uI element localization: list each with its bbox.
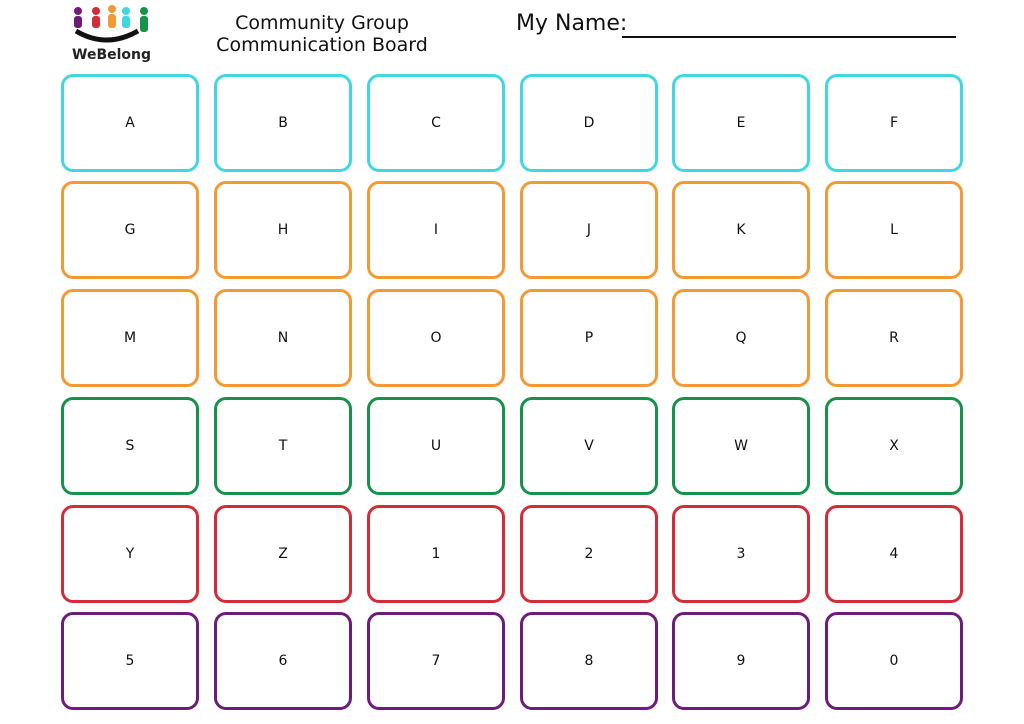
board-cell[interactable]: L	[825, 181, 963, 279]
board-cell[interactable]: 0	[825, 612, 963, 710]
board-cell[interactable]: A	[61, 74, 199, 172]
board-cell[interactable]: C	[367, 74, 505, 172]
board-cell[interactable]: I	[367, 181, 505, 279]
board-cell[interactable]: M	[61, 289, 199, 387]
board-cell[interactable]: V	[520, 397, 658, 495]
board-cell[interactable]: 7	[367, 612, 505, 710]
name-label: My Name:	[516, 11, 628, 36]
board-cell[interactable]: X	[825, 397, 963, 495]
board-cell[interactable]: H	[214, 181, 352, 279]
board-cell[interactable]: U	[367, 397, 505, 495]
board-cell[interactable]: F	[825, 74, 963, 172]
board-cell[interactable]: S	[61, 397, 199, 495]
board-cell[interactable]: E	[672, 74, 810, 172]
board-cell[interactable]: W	[672, 397, 810, 495]
board-cell[interactable]: 9	[672, 612, 810, 710]
board-cell[interactable]: Q	[672, 289, 810, 387]
board-cell[interactable]: 8	[520, 612, 658, 710]
board-cell[interactable]: K	[672, 181, 810, 279]
board-cell[interactable]: D	[520, 74, 658, 172]
logo	[74, 5, 148, 43]
board-cell[interactable]: 1	[367, 505, 505, 603]
board-cell[interactable]: 3	[672, 505, 810, 603]
board-cell[interactable]: Y	[61, 505, 199, 603]
board-cell[interactable]: T	[214, 397, 352, 495]
board-cell[interactable]: 6	[214, 612, 352, 710]
board-title: Community Group Communication Board	[216, 12, 428, 56]
board-cell[interactable]: P	[520, 289, 658, 387]
board-cell[interactable]: 2	[520, 505, 658, 603]
board-cell[interactable]: N	[214, 289, 352, 387]
board-cell[interactable]: O	[367, 289, 505, 387]
name-line	[622, 36, 956, 38]
logo-text: WeBelong	[72, 47, 152, 63]
board-cell[interactable]: G	[61, 181, 199, 279]
board-cell[interactable]: 4	[825, 505, 963, 603]
board-cell[interactable]: R	[825, 289, 963, 387]
board-cell[interactable]: Z	[214, 505, 352, 603]
board-cell[interactable]: J	[520, 181, 658, 279]
board-cell[interactable]: 5	[61, 612, 199, 710]
board-cell[interactable]: B	[214, 74, 352, 172]
